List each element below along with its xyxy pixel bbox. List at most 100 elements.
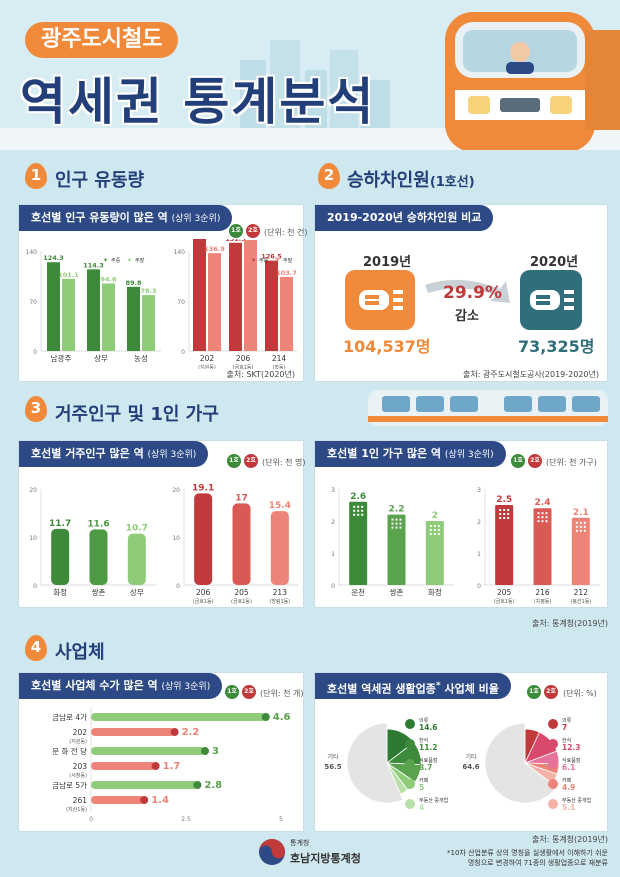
flow-unit: (단위: 천 건) xyxy=(264,228,308,237)
building-window xyxy=(399,522,402,525)
slice-value: 6.1 xyxy=(562,763,575,772)
industry-panel-header: 호선별 역세권 생활업종* 사업체 비율 xyxy=(315,673,511,699)
legend-line1: 1호선 xyxy=(229,224,243,248)
bar-value-label: 136.9 xyxy=(204,245,225,253)
footer-org-small: 통계청 xyxy=(290,839,310,847)
slice-value: 14.6 xyxy=(419,723,438,732)
industry-unit: (단위: %) xyxy=(563,689,597,698)
x-tick-label: 상무 xyxy=(94,353,108,363)
building-window xyxy=(537,520,540,523)
building-window xyxy=(429,529,432,531)
train-icon-2019 xyxy=(345,270,415,330)
bar-value-label: 17 xyxy=(235,493,248,503)
single-panel-title: 호선별 1인 가구 많은 역 xyxy=(327,447,442,460)
category-icon xyxy=(548,739,558,749)
ridership-2020-value: 73,325명 xyxy=(518,337,595,356)
legend-line2: 2호선 xyxy=(544,685,558,709)
train-icon-2020 xyxy=(520,270,582,330)
section-number-2: 2 xyxy=(318,163,340,189)
residents-panel-header: 호선별 거주인구 많은 역 (상위 3순위) xyxy=(19,441,209,467)
statistics-korea-logo xyxy=(258,838,286,866)
bar-end-dot xyxy=(261,713,270,721)
ridership-panel-header: 2019-2020년 승하차인원 비교 xyxy=(315,205,494,231)
ridership-panel: 2019-2020년 승하차인원 비교 2019년 104,537명 29.9%… xyxy=(314,204,608,382)
bar-value-label: 103.7 xyxy=(276,269,297,277)
bar xyxy=(244,240,257,351)
bar-value-label: 124.3 xyxy=(43,254,64,262)
bar xyxy=(495,505,514,585)
x-tick-sublabel: (금호1동) xyxy=(231,599,252,605)
building-window xyxy=(353,505,356,508)
single-household-chart: 01232.6운천2.2쌍촌2화정01232.5205(금호1동)2.4216(… xyxy=(331,487,600,605)
x-tick-sublabel: (봉선1동) xyxy=(570,598,591,605)
header-banner: 광주도시철도 역세권 통계분석 xyxy=(0,0,620,150)
building-window xyxy=(361,505,364,508)
bar xyxy=(102,283,115,351)
building-window xyxy=(437,533,440,535)
legend-weekday-icon: ✦ xyxy=(251,257,256,264)
slice-label: 기타 xyxy=(465,753,477,761)
bar xyxy=(89,529,108,585)
bar-value-label: 4.6 xyxy=(273,712,291,723)
y-tick-label: 0 xyxy=(33,583,37,590)
bar-end-dot xyxy=(201,747,209,755)
residents-panel-subtitle: (상위 3순위) xyxy=(147,450,197,460)
single-panel-header: 호선별 1인 가구 많은 역 (상위 3순위) xyxy=(315,441,506,467)
ridership-source: 출처: 광주도시철도공사(2019-2020년) xyxy=(462,370,599,379)
y-tick-label: 203 xyxy=(73,762,88,771)
section-title-1-text: 인구 유동량 xyxy=(55,170,145,191)
business-panel-subtitle: (상위 3순위) xyxy=(161,682,211,692)
building-window xyxy=(499,517,502,519)
x-tick-label: 202 xyxy=(200,354,215,363)
bar xyxy=(91,796,145,804)
x-tick-label: 농성 xyxy=(134,354,148,363)
x-tick-label: 쌍촌 xyxy=(390,587,404,597)
building-window xyxy=(499,513,502,515)
y-tick-label: 1 xyxy=(331,551,335,558)
building-window xyxy=(391,522,394,525)
business-panel-header: 호선별 사업체 수가 많은 역 (상위 3순위) xyxy=(19,673,223,699)
building-window xyxy=(537,512,540,515)
bar xyxy=(127,286,140,351)
section-title-2-suffix: (1호선) xyxy=(429,175,475,190)
bar-value-label: 2 xyxy=(432,511,438,521)
building-window xyxy=(507,513,510,515)
y-tick-label: 3 xyxy=(331,487,335,494)
category-icon xyxy=(405,719,415,729)
x-tick-sublabel: (방림1동) xyxy=(269,598,290,605)
section-title-1: 인구 유동량 xyxy=(55,166,144,192)
slice-value: 64.6 xyxy=(462,763,479,771)
slice-label: 한식 xyxy=(419,737,428,744)
building-window xyxy=(579,525,582,528)
building-window xyxy=(357,513,360,516)
building-window xyxy=(437,529,440,531)
building-window xyxy=(583,525,586,528)
building-window xyxy=(353,509,356,512)
bar-value-label: 94.6 xyxy=(100,275,117,283)
y-tick-label: 0 xyxy=(33,349,37,356)
x-tick-label: 화정 xyxy=(428,587,442,597)
y-tick-label: 140 xyxy=(174,249,186,256)
building-window xyxy=(499,509,502,511)
legend-weekday-label: 주중 xyxy=(259,258,269,264)
x-tick-sublabel: (금호1동) xyxy=(494,599,515,605)
slice-value: 56.5 xyxy=(324,763,341,771)
x-tick-label: 214 xyxy=(272,354,287,363)
x-tick-label: 205 xyxy=(234,588,249,597)
bar xyxy=(62,278,75,351)
bar xyxy=(208,253,221,351)
bar xyxy=(91,762,156,770)
flow-panel: 호선별 인구 유동량이 많은 역 (상위 3순위) 1호선 2호선 (단위: 천… xyxy=(18,204,308,382)
x-tick-label: 남광주 xyxy=(51,353,72,363)
building-window xyxy=(545,520,548,523)
bar xyxy=(425,521,444,585)
slice-value: 7 xyxy=(562,723,567,732)
bar-end-dot xyxy=(151,762,160,770)
bar xyxy=(47,262,60,351)
category-icon xyxy=(405,759,415,769)
bar-value-label: 155.4 xyxy=(240,239,261,240)
slice-label: 식료품점 xyxy=(419,757,437,764)
slice-label: 카페 xyxy=(562,777,572,784)
bar xyxy=(193,239,206,351)
y-tick-label: 10 xyxy=(172,535,180,542)
